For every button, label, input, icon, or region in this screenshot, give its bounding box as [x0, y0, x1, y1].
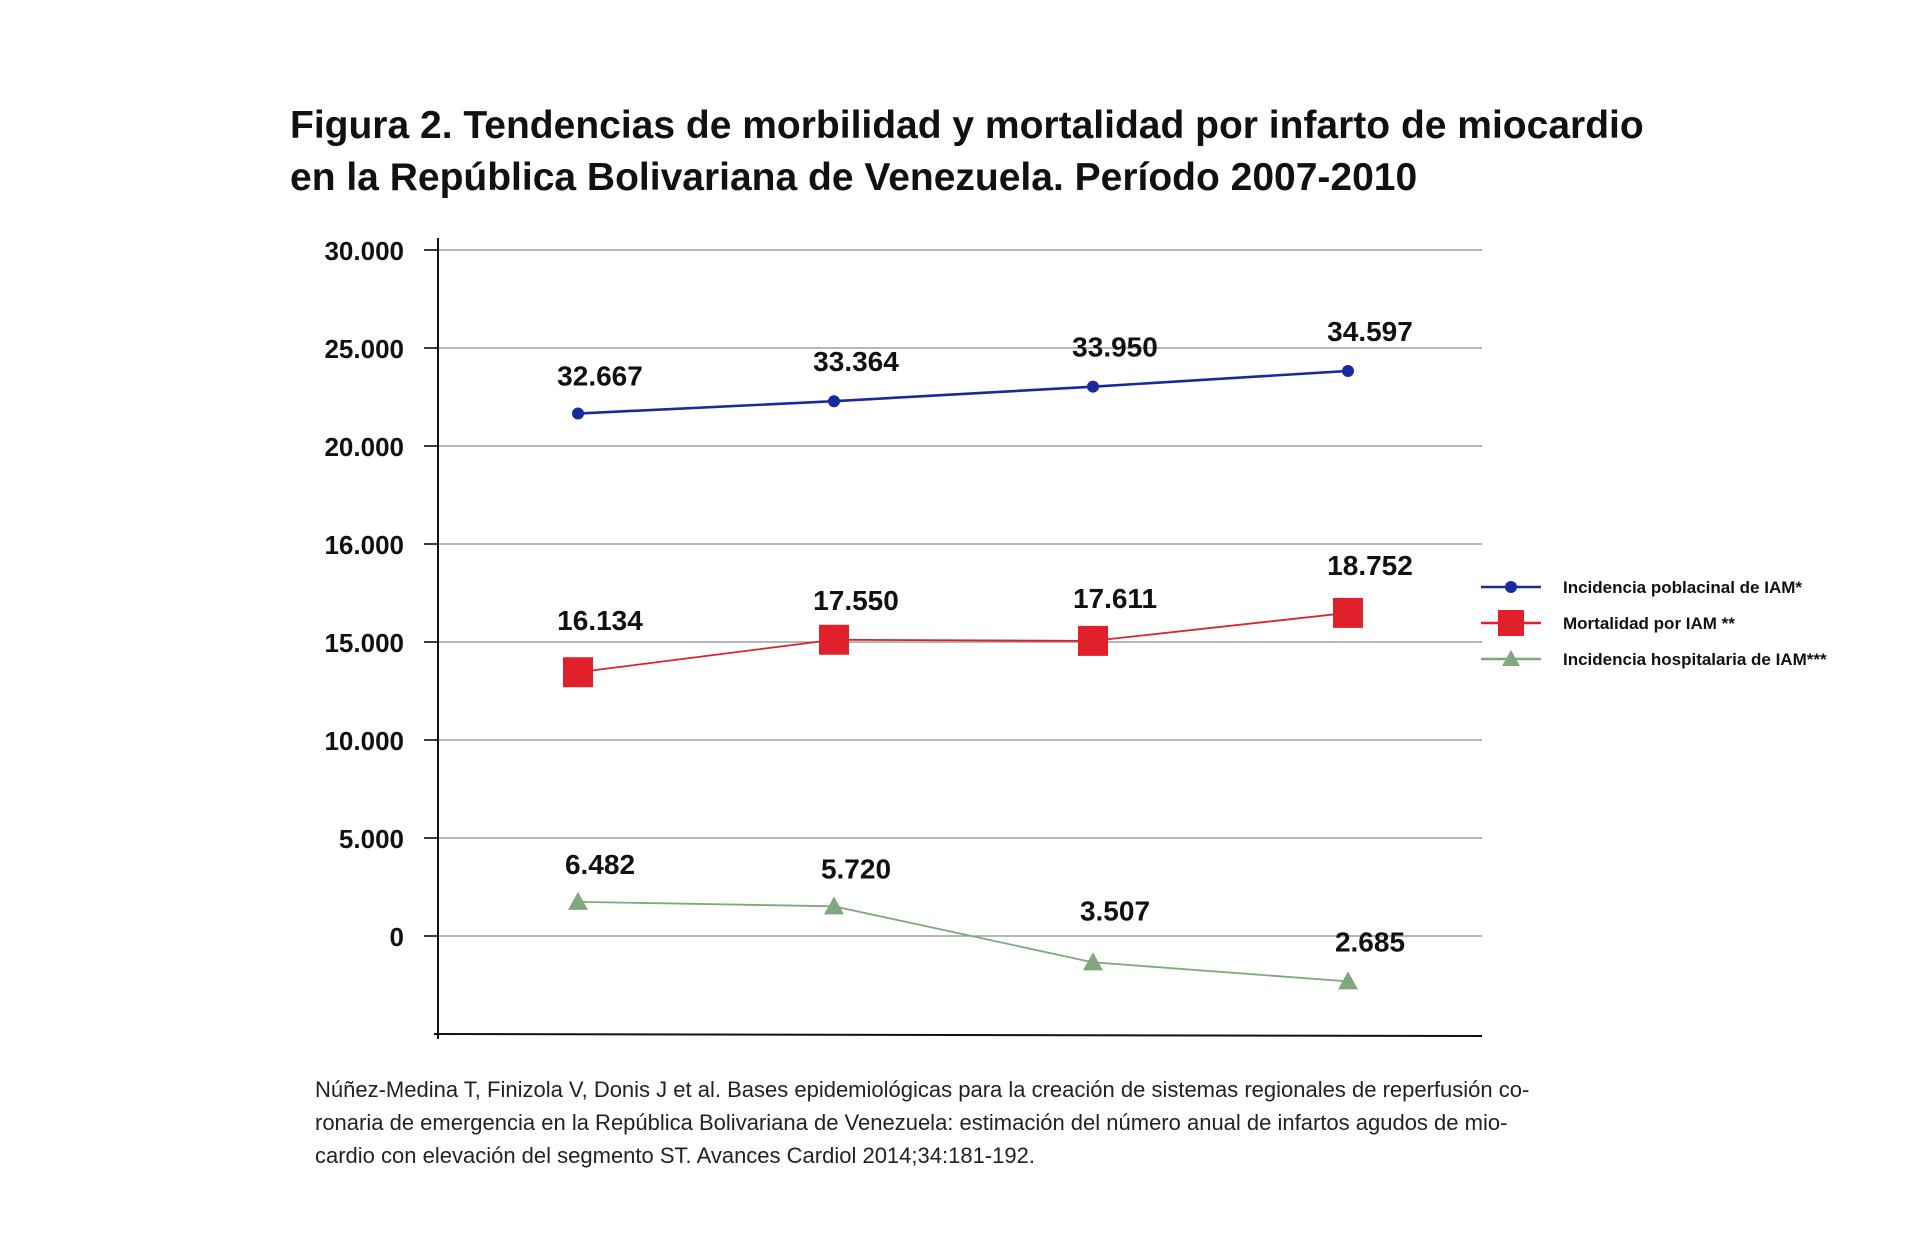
data-label: 5.720 [821, 853, 891, 884]
series-1: 32.667 33.364 33.950 34.597 [557, 316, 1413, 420]
y-tick-label: 25.000 [324, 334, 404, 364]
grid-lines [424, 249, 1482, 937]
data-point [1338, 971, 1358, 990]
caption-line-2: ronaria de emergencia en la República Bo… [315, 1110, 1508, 1135]
data-point [824, 896, 844, 915]
data-label: 17.611 [1073, 583, 1157, 614]
series-line [577, 900, 1349, 983]
data-point [1087, 380, 1099, 393]
legend-marker [1505, 581, 1517, 593]
data-label: 33.364 [813, 346, 899, 377]
data-label: 2.685 [1335, 926, 1405, 957]
series-line [577, 369, 1349, 415]
y-tick-label: 0 [390, 922, 404, 952]
y-tick-label: 15.000 [324, 628, 404, 658]
data-point [563, 657, 593, 688]
legend: Incidencia poblacinal de IAM* Mortalidad … [1481, 578, 1827, 669]
chart-title: Figura 2. Tendencias de morbilidad y mor… [290, 100, 1690, 204]
data-point [828, 395, 840, 408]
data-label: 18.752 [1327, 550, 1413, 581]
data-label: 3.507 [1080, 895, 1150, 926]
y-tick-label: 5.000 [339, 824, 404, 854]
legend-marker [1502, 650, 1520, 666]
data-point [1078, 625, 1108, 656]
data-label: 32.667 [557, 361, 643, 392]
data-label: 33.950 [1072, 332, 1158, 363]
series-group: 32.667 33.364 33.950 34.597 16.134 17.550 17.6… [557, 316, 1413, 990]
data-label: 34.597 [1327, 316, 1413, 347]
y-tick-label: 16.000 [324, 530, 404, 560]
axes [424, 238, 1483, 1039]
caption-line-3: cardio con elevación del segmento ST. Av… [315, 1143, 1035, 1168]
data-point [568, 891, 588, 910]
chart-title-line-1: Figura 2. Tendencias de morbilidad y mor… [290, 104, 1644, 147]
y-axis-ticks: 30.000 25.000 20.000 16.000 15.000 10.000 5.00… [324, 236, 404, 952]
y-tick-label: 10.000 [324, 726, 404, 756]
data-label: 6.482 [565, 849, 635, 880]
y-tick-label: 20.000 [324, 432, 404, 462]
data-point [1083, 952, 1103, 971]
legend-label: Mortalidad por IAM ** [1563, 614, 1735, 633]
data-point [1342, 364, 1354, 377]
series-line [577, 611, 1349, 674]
data-point [819, 624, 849, 655]
chart-title-line-2: en la República Bolivariana de Venezuela… [290, 156, 1418, 199]
legend-label: Incidencia poblacinal de IAM* [1563, 578, 1802, 597]
x-axis-line [433, 1033, 1483, 1037]
series-3: 6.482 5.720 3.507 2.685 [565, 849, 1405, 990]
caption-line-1: Núñez-Medina T, Finizola V, Donis J et a… [315, 1077, 1530, 1102]
data-label: 17.550 [813, 585, 899, 616]
legend-marker [1498, 610, 1524, 636]
source-caption: Núñez-Medina T, Finizola V, Donis J et a… [315, 1073, 1655, 1172]
series-2: 16.134 17.550 17.611 18.752 [557, 550, 1413, 688]
data-point [572, 407, 584, 420]
data-point [1333, 597, 1363, 628]
y-tick-label: 30.000 [324, 236, 404, 266]
data-label: 16.134 [557, 605, 643, 636]
legend-label: Incidencia hospitalaria de IAM*** [1563, 650, 1827, 669]
